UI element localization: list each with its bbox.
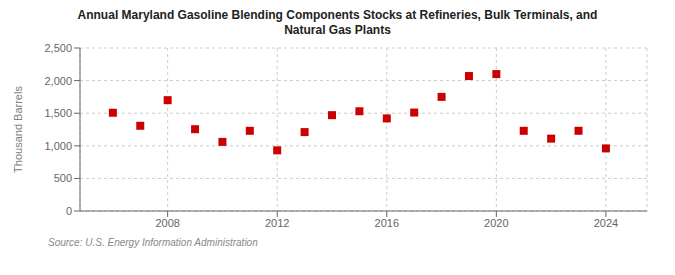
- svg-text:2012: 2012: [265, 217, 289, 229]
- svg-text:1,500: 1,500: [44, 107, 72, 119]
- svg-text:2016: 2016: [375, 217, 399, 229]
- svg-text:1,000: 1,000: [44, 140, 72, 152]
- html-text:Annual Maryland Gasoline Blend: Annual Maryland Gasoline Blending Compon…: [77, 8, 598, 22]
- svg-text:0: 0: [66, 205, 72, 217]
- svg-text:500: 500: [54, 172, 72, 184]
- html-text:Source: U.S. Energy Informatio: Source: U.S. Energy Information Administ…: [48, 237, 258, 248]
- svg-text:2020: 2020: [484, 217, 508, 229]
- html-text:Natural Gas Plants: Natural Gas Plants: [284, 23, 391, 37]
- svg-text:2,500: 2,500: [44, 42, 72, 54]
- svg-text:2008: 2008: [155, 217, 179, 229]
- svg-text:2024: 2024: [594, 217, 618, 229]
- svg-text:2,000: 2,000: [44, 75, 72, 87]
- svg-text:Thousand Barrels: Thousand Barrels: [12, 86, 24, 173]
